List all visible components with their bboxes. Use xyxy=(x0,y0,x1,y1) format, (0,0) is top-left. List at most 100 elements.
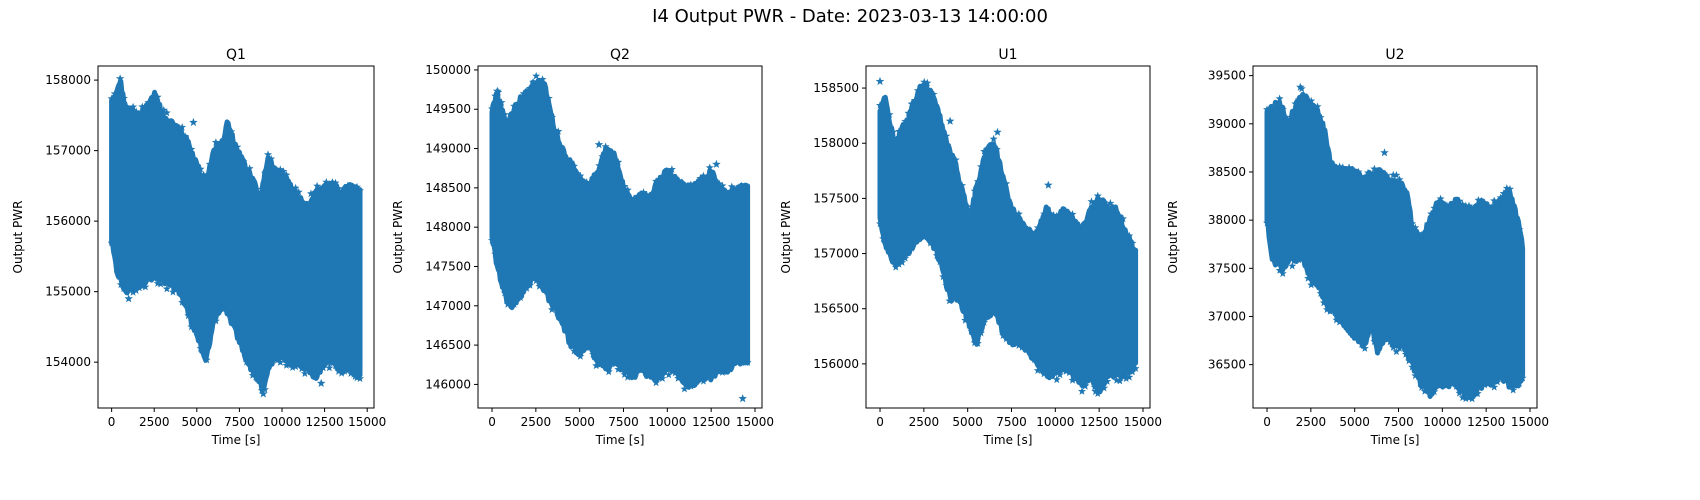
data-point xyxy=(891,263,900,271)
data-point xyxy=(239,157,248,165)
data-point xyxy=(696,174,705,182)
data-point xyxy=(211,138,220,146)
data-point xyxy=(594,140,604,149)
data-point xyxy=(1316,113,1325,121)
data-point xyxy=(113,268,122,277)
data-point xyxy=(1408,362,1417,371)
data-point xyxy=(1065,368,1074,377)
data-point xyxy=(356,186,364,195)
data-point xyxy=(525,84,534,92)
y-tick-label: 37500 xyxy=(1208,261,1246,275)
data-point xyxy=(589,350,597,358)
data-point xyxy=(929,90,938,98)
data-point xyxy=(1106,199,1115,207)
data-point xyxy=(1313,102,1322,111)
data-point xyxy=(1424,219,1432,228)
y-axis-label: Output PWR xyxy=(391,201,405,274)
data-point xyxy=(196,164,205,173)
x-tick-label: 2500 xyxy=(139,415,170,429)
data-point xyxy=(579,178,588,187)
data-point xyxy=(1392,171,1401,179)
data-point xyxy=(1338,163,1347,171)
data-point xyxy=(699,377,708,385)
data-point xyxy=(119,94,128,102)
data-point xyxy=(939,272,948,281)
data-point xyxy=(879,234,888,243)
data-point xyxy=(353,182,361,191)
data-point xyxy=(642,190,651,199)
data-point xyxy=(585,179,594,187)
data-point xyxy=(1014,209,1023,218)
y-axis-label: Output PWR xyxy=(1166,201,1180,274)
y-tick-label: 147000 xyxy=(425,299,471,313)
data-point xyxy=(611,359,620,368)
data-point xyxy=(319,363,328,372)
data-point xyxy=(942,131,951,140)
data-point xyxy=(507,110,515,119)
data-point xyxy=(1458,200,1467,208)
data-point xyxy=(1282,113,1290,121)
data-point xyxy=(1307,96,1316,105)
data-point xyxy=(961,316,970,324)
x-tick-label: 10000 xyxy=(1036,415,1074,429)
data-point xyxy=(115,74,125,83)
scatter-points xyxy=(489,77,751,390)
data-point xyxy=(548,305,556,314)
x-tick-label: 0 xyxy=(108,415,116,429)
data-point xyxy=(1131,364,1140,372)
data-point xyxy=(316,378,326,387)
data-point xyxy=(1119,214,1127,223)
subplot-title: U2 xyxy=(1385,47,1404,63)
data-point xyxy=(264,150,272,158)
data-point xyxy=(202,355,211,364)
data-point xyxy=(658,374,667,382)
data-point xyxy=(251,372,260,381)
data-point xyxy=(522,284,531,292)
x-tick-label: 15000 xyxy=(348,415,386,429)
data-point xyxy=(677,178,686,187)
data-point xyxy=(110,89,119,98)
data-point xyxy=(1296,82,1305,91)
data-point xyxy=(544,94,553,102)
data-point xyxy=(1100,383,1109,392)
data-point xyxy=(652,378,661,387)
data-point xyxy=(178,298,187,306)
data-point xyxy=(116,280,125,289)
axes-frame xyxy=(97,65,375,409)
y-tick-label: 157000 xyxy=(813,247,859,261)
data-point xyxy=(1128,367,1137,376)
data-point xyxy=(1033,366,1042,374)
data-point xyxy=(1518,373,1527,382)
data-point xyxy=(592,361,601,370)
data-point xyxy=(132,286,141,294)
x-tick-label: 5000 xyxy=(564,415,595,429)
data-point xyxy=(322,177,331,186)
data-point xyxy=(1044,180,1053,189)
data-point xyxy=(664,167,673,176)
data-point xyxy=(980,318,989,326)
data-point xyxy=(727,182,736,191)
data-point xyxy=(1128,239,1137,247)
data-point xyxy=(261,169,269,177)
data-point xyxy=(945,116,955,125)
data-point xyxy=(349,370,358,378)
data-point xyxy=(132,107,141,116)
data-point xyxy=(273,166,282,175)
data-point xyxy=(291,183,300,192)
data-point xyxy=(245,164,254,172)
data-point xyxy=(895,260,903,268)
data-point xyxy=(1059,206,1067,215)
data-point xyxy=(1052,375,1061,384)
data-point xyxy=(307,189,315,198)
data-point xyxy=(1275,266,1284,274)
data-point xyxy=(570,162,579,170)
y-tick-label: 147500 xyxy=(425,259,471,273)
data-point xyxy=(491,91,500,100)
data-point xyxy=(1059,366,1067,374)
data-point xyxy=(1405,356,1413,365)
data-point xyxy=(1278,105,1287,113)
data-point xyxy=(1380,148,1389,157)
x-tick-label: 0 xyxy=(488,415,496,429)
data-point xyxy=(686,382,695,390)
data-point xyxy=(1125,373,1134,381)
